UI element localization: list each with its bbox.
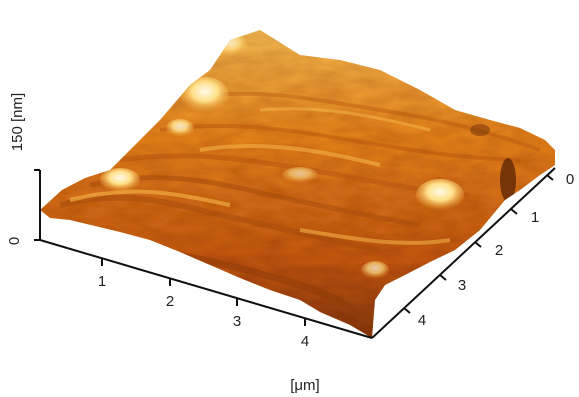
x-axis-line [39,239,373,339]
z-tick-0: 0 [6,237,23,245]
y-axis-line [371,167,556,339]
topography-surface [40,30,555,338]
x-tick-1: 1 [98,273,106,290]
x-axis-label: [μm] [290,377,319,394]
x-tick-3: 3 [233,313,241,330]
x-tick-4: 4 [301,333,309,350]
axes [34,167,556,339]
y-tick-2: 2 [495,242,503,259]
y-tick-0: 0 [566,171,574,188]
x-tick-2: 2 [166,293,174,310]
y-tick-4: 4 [418,312,426,329]
z-axis-label: 150 [nm] [9,93,26,151]
y-tick-1: 1 [531,209,539,226]
y-tick-3: 3 [458,277,466,294]
